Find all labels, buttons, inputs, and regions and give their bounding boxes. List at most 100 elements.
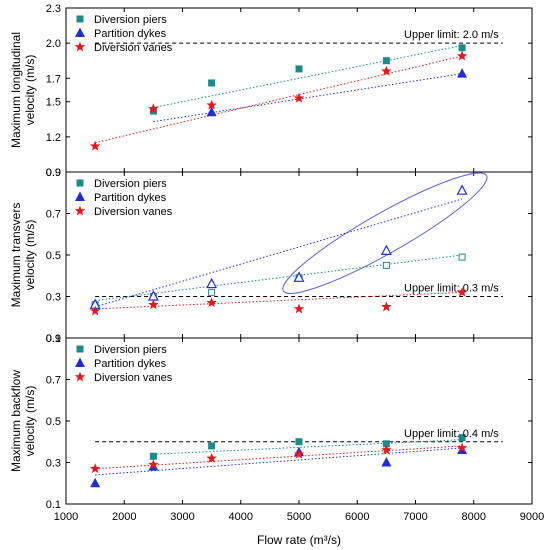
data-point	[206, 99, 217, 110]
y-tick-label: 0.9	[46, 333, 61, 345]
legend-label: Partition dykes	[94, 358, 167, 370]
data-point	[380, 244, 392, 255]
data-point	[456, 184, 468, 195]
legend-label: Diversion vanes	[94, 206, 173, 218]
x-tick-label: 9000	[520, 511, 544, 523]
data-point	[206, 452, 217, 463]
trend-line	[95, 55, 463, 144]
x-tick-label: 3000	[170, 511, 194, 523]
data-point	[293, 448, 305, 459]
legend-label: Diversion piers	[94, 344, 167, 356]
x-tick-label: 2000	[112, 511, 136, 523]
legend-marker	[74, 371, 86, 382]
y-tick-label: 0.1	[46, 333, 61, 345]
y-tick-label: 0.9	[46, 167, 61, 179]
data-point	[148, 459, 159, 470]
upper-limit-label: Upper limit: 0.3 m/s	[404, 283, 499, 295]
data-point	[456, 286, 468, 297]
y-axis-label: Maximum transversvelocity (m/s)	[9, 203, 37, 308]
legend-label: Diversion piers	[94, 178, 167, 190]
data-point	[206, 297, 217, 308]
trend-line	[153, 73, 463, 123]
panel-longitudinal: 0.9 1.2 1.5 1.7 2.0 2.3 Maximum longitudinalve…	[9, 3, 533, 179]
legend-label: Diversion vanes	[94, 42, 173, 54]
x-tick-label: 6000	[345, 511, 369, 523]
y-tick-label: 0.1	[46, 499, 61, 511]
trend-line	[153, 439, 463, 455]
upper-limit-label: Upper limit: 0.4 m/s	[404, 428, 499, 440]
data-point	[381, 457, 392, 467]
trend-line	[95, 254, 463, 302]
trend-line	[153, 44, 463, 109]
data-point	[293, 303, 305, 314]
data-point	[89, 140, 101, 151]
data-point	[293, 271, 305, 282]
y-tick-label: 2.0	[46, 38, 61, 50]
data-point	[458, 434, 466, 442]
data-point	[456, 50, 468, 61]
data-point	[457, 68, 468, 78]
y-tick-label: 1.2	[46, 132, 61, 144]
data-point	[90, 477, 101, 488]
y-tick-label: 0.3	[46, 292, 61, 304]
data-point	[458, 44, 466, 52]
y-axis-label: Maximum backflowvelocity (m/s)	[9, 370, 37, 472]
y-axis-label: Maximum longitudinalvelocity (m/s)	[9, 32, 37, 148]
data-point	[148, 299, 159, 310]
data-point	[381, 444, 392, 455]
legend-label: Partition dykes	[94, 192, 167, 204]
x-tick-label: 8000	[462, 511, 486, 523]
y-tick-label: 0.5	[46, 250, 61, 262]
y-tick-label: 0.9	[46, 167, 61, 179]
data-point	[89, 305, 101, 316]
y-tick-label: 0.3	[46, 458, 61, 470]
data-point	[148, 103, 159, 114]
y-tick-label: 0.5	[46, 416, 61, 428]
y-tick-label: 0.7	[46, 375, 61, 387]
legend-marker	[76, 15, 84, 23]
legend-label: Diversion vanes	[94, 372, 173, 384]
trend-line	[95, 447, 463, 476]
data-point	[458, 253, 466, 261]
y-tick-label: 1.5	[46, 97, 61, 109]
data-point	[149, 452, 157, 460]
data-point	[382, 261, 390, 269]
data-point	[149, 107, 157, 115]
legend-label: Diversion piers	[94, 14, 167, 26]
x-axis-label: Flow rate (m³/s)	[257, 533, 341, 547]
legend-marker	[74, 41, 86, 52]
y-tick-label: 0.7	[46, 209, 61, 221]
panel-backflow: 0.1 0.3 0.5 0.7 0.9 1000 2000 3000 4000 5000 6000 7…	[9, 333, 544, 523]
legend-marker	[75, 27, 85, 37]
data-point	[295, 65, 303, 73]
data-point	[456, 442, 468, 453]
data-point	[382, 440, 390, 448]
legend-marker	[75, 357, 85, 367]
x-tick-label: 4000	[229, 511, 253, 523]
legend-label: Partition dykes	[94, 28, 167, 40]
data-point	[382, 57, 390, 65]
data-point	[381, 301, 392, 312]
x-tick-label: 5000	[287, 511, 311, 523]
data-point	[89, 463, 101, 474]
data-point	[208, 288, 216, 296]
data-point	[208, 79, 216, 87]
legend-marker	[74, 205, 86, 216]
data-point	[206, 106, 217, 117]
highlight-ellipse	[282, 172, 488, 294]
data-point	[295, 438, 303, 446]
data-point	[293, 92, 305, 103]
x-tick-label: 7000	[403, 511, 427, 523]
legend-marker	[75, 191, 85, 201]
trend-line	[94, 198, 463, 308]
panel-transverse: 0.1 0.3 0.5 0.7 0.9 Maximum transversvelocity…	[9, 167, 533, 345]
x-tick-label: 1000	[54, 511, 78, 523]
legend-marker	[76, 179, 84, 187]
y-tick-label: 2.3	[46, 3, 61, 15]
data-point	[381, 65, 392, 76]
y-tick-label: 1.7	[46, 73, 61, 85]
data-point	[206, 277, 218, 289]
upper-limit-label: Upper limit: 2.0 m/s	[404, 29, 499, 41]
legend-marker	[76, 345, 84, 353]
